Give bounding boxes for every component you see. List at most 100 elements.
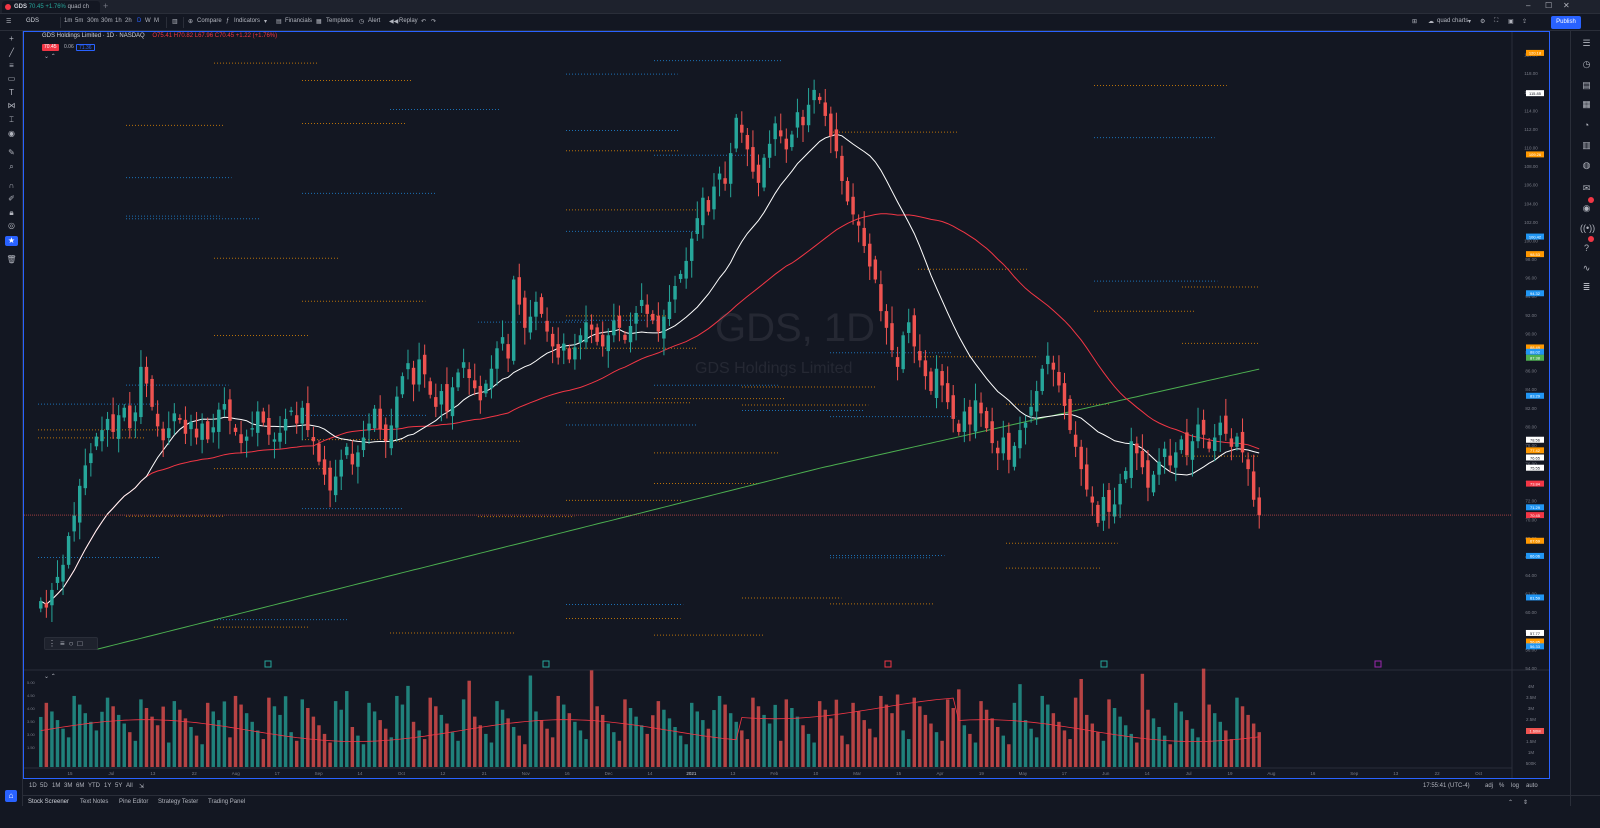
volume-bar[interactable] — [734, 721, 738, 767]
trash-icon[interactable]: 🗑︎ — [6, 255, 17, 264]
volume-bar[interactable] — [1207, 704, 1211, 767]
volume-bar[interactable] — [289, 732, 293, 767]
templates-icon[interactable]: ▦ — [316, 19, 322, 25]
candle-body[interactable] — [868, 243, 872, 267]
volume-bar[interactable] — [673, 726, 677, 767]
candle-body[interactable] — [634, 312, 638, 324]
candle-body[interactable] — [1140, 450, 1145, 468]
home-logo-icon[interactable]: ⌂ — [5, 790, 17, 802]
candle-body[interactable] — [1051, 362, 1056, 370]
volume-bar[interactable] — [328, 742, 332, 767]
volume-bar[interactable] — [851, 702, 855, 767]
volume-bar[interactable] — [389, 737, 394, 767]
candle-body[interactable] — [595, 327, 599, 342]
candle-body[interactable] — [612, 320, 616, 336]
maximize-panel-icon[interactable]: ⌃ — [1508, 800, 1514, 806]
candle-body[interactable] — [767, 143, 772, 158]
volume-bar[interactable] — [1201, 668, 1206, 767]
candle-body[interactable] — [528, 316, 533, 333]
fullscreen-icon[interactable]: ⛶ — [1494, 18, 1499, 24]
volume-bar[interactable] — [834, 699, 839, 767]
volume-bar[interactable] — [61, 728, 65, 767]
candle-body[interactable] — [639, 299, 644, 306]
candle-body[interactable] — [239, 434, 243, 444]
lock-icon[interactable]: 🔒︎ — [9, 208, 14, 217]
candle-body[interactable] — [116, 415, 121, 439]
candle-body[interactable] — [1218, 422, 1222, 436]
volume-bar[interactable] — [1224, 730, 1228, 767]
candle-body[interactable] — [1251, 471, 1256, 500]
volume-bar[interactable] — [1107, 699, 1111, 767]
volume-bar[interactable] — [1179, 711, 1184, 767]
alert-clock-icon[interactable]: ◷ — [359, 19, 365, 25]
candle-body[interactable] — [589, 324, 594, 330]
volume-bar[interactable] — [83, 713, 88, 767]
visibility-icon[interactable]: ◎ — [8, 221, 15, 230]
volume-bar[interactable] — [1168, 744, 1172, 767]
interval-d[interactable]: D — [137, 18, 142, 24]
volume-bar[interactable] — [428, 697, 432, 767]
pencil-lock-icon[interactable]: ✐ — [8, 194, 15, 203]
candle-body[interactable] — [356, 452, 360, 467]
candle-body[interactable] — [1068, 398, 1072, 431]
favorites-icon[interactable]: ★ — [5, 236, 18, 246]
volume-bar[interactable] — [294, 740, 299, 767]
volume-bar[interactable] — [1196, 737, 1200, 767]
candle-body[interactable] — [895, 357, 900, 367]
candle-body[interactable] — [684, 260, 688, 279]
candle-body[interactable] — [350, 453, 355, 465]
candle-body[interactable] — [829, 113, 833, 137]
candle-body[interactable] — [395, 396, 399, 428]
candle-body[interactable] — [817, 96, 822, 101]
volume-bar[interactable] — [361, 744, 366, 767]
volume-bar[interactable] — [283, 696, 288, 767]
candle-body[interactable] — [1212, 437, 1217, 451]
volume-bar[interactable] — [1029, 728, 1033, 767]
candle-body[interactable] — [511, 279, 516, 361]
range-1y[interactable]: 1Y — [104, 783, 112, 789]
volume-bar[interactable] — [795, 716, 800, 767]
range-1m[interactable]: 1M — [52, 783, 61, 789]
chart-tab[interactable]: GDS 70.45 +1.76% quad ch — [2, 1, 100, 13]
volume-bar[interactable] — [1040, 695, 1044, 767]
volume-bar[interactable] — [1240, 706, 1245, 767]
candle-body[interactable] — [478, 385, 483, 401]
undo-icon[interactable]: ↶ — [421, 19, 427, 25]
candle-body[interactable] — [1168, 455, 1172, 466]
volume-bar[interactable] — [1257, 732, 1261, 767]
candle-body[interactable] — [289, 410, 293, 412]
candle-body[interactable] — [161, 428, 165, 441]
candle-body[interactable] — [795, 112, 800, 128]
volume-bar[interactable] — [523, 744, 527, 767]
sell-price-box[interactable]: 70.45 — [42, 44, 59, 51]
candle-body[interactable] — [662, 316, 666, 339]
candle-body[interactable] — [105, 418, 110, 431]
volume-bar[interactable] — [617, 740, 622, 767]
camera-icon[interactable]: ▣ — [1508, 19, 1514, 25]
volume-bar[interactable] — [155, 725, 160, 767]
volume-bar[interactable] — [1229, 739, 1234, 767]
zoom-icon[interactable]: ⌕ — [9, 162, 14, 171]
candle-body[interactable] — [333, 476, 338, 496]
candle-body[interactable] — [317, 443, 321, 462]
candle-body[interactable] — [300, 407, 304, 424]
layout-grid-icon[interactable]: ⊞ — [1412, 19, 1418, 25]
candle-body[interactable] — [1185, 432, 1189, 456]
volume-bar[interactable] — [701, 720, 705, 767]
candle-body[interactable] — [912, 315, 916, 347]
volume-bar[interactable] — [1046, 704, 1050, 767]
volume-bar[interactable] — [122, 723, 126, 767]
notifications-icon[interactable]: ◉ — [1582, 203, 1591, 213]
volume-bar[interactable] — [990, 718, 994, 767]
candle-body[interactable] — [328, 467, 332, 491]
volume-bar[interactable] — [1023, 720, 1028, 767]
volume-bar[interactable] — [66, 737, 71, 767]
candle-body[interactable] — [372, 408, 377, 429]
candle-body[interactable] — [951, 395, 955, 419]
text-icon[interactable]: T — [9, 88, 14, 97]
candle-body[interactable] — [389, 425, 394, 449]
candle-body[interactable] — [1012, 445, 1017, 467]
candle-body[interactable] — [155, 413, 160, 427]
volume-bar[interactable] — [39, 716, 43, 767]
volume-bar[interactable] — [473, 716, 477, 767]
